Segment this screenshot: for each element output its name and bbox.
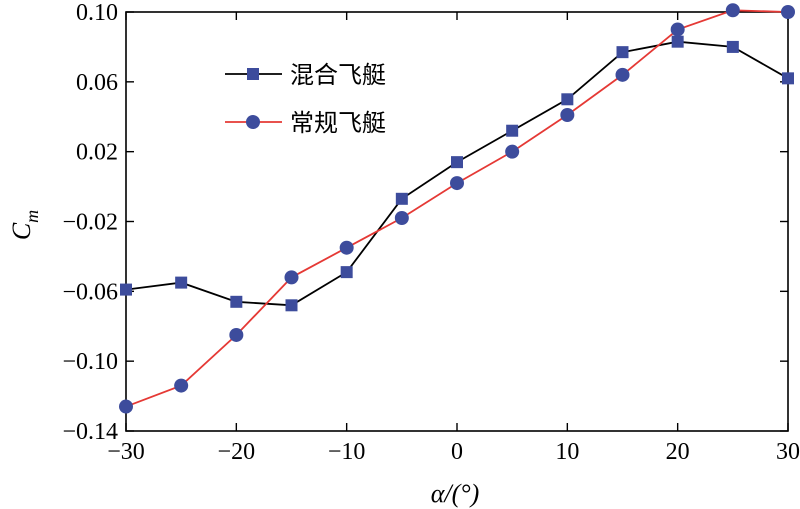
series-1-point [340,266,353,279]
series-1-point [285,299,298,312]
y-tick-label: −0.14 [62,419,118,445]
series-1-point [506,124,519,137]
series-2-point [670,22,685,37]
x-tick-label: −30 [107,439,145,465]
series-2-point [615,67,630,82]
y-axis-title-subscript: m [22,210,42,223]
series-1-point [561,93,574,106]
series-2-point [174,378,189,393]
series-2-point [229,327,244,342]
series-2-point [781,5,795,19]
x-tick-label: 0 [451,439,463,465]
series-2-point [505,144,520,159]
series-line-2 [125,9,789,408]
x-axis-title: α/(°) [431,479,480,508]
series-2-point [725,3,740,18]
series-2-point [284,270,299,285]
x-tick-label: 10 [555,439,579,465]
series-1-point [782,72,794,85]
series-2-point [560,108,575,123]
y-tick-label: −0.10 [62,349,118,375]
series-1-point [616,46,629,59]
series-1-point [230,295,243,308]
series-2-point [339,240,354,255]
series-2-point [119,399,133,414]
legend-marker-1 [247,68,259,80]
series-2-point [394,211,409,226]
series-1-point [671,35,684,48]
legend-marker-2 [246,115,260,129]
series-1-point [395,192,408,205]
series-1-point [451,156,463,169]
y-tick-label: 0.02 [76,140,118,166]
x-tick-label: 20 [666,439,690,465]
y-tick-label: −0.02 [62,210,118,236]
y-tick-label: 0.06 [76,70,118,96]
x-tick-label: −10 [328,439,366,465]
x-tick-label: −20 [218,439,256,465]
y-axis-title: Cm [7,210,42,240]
series-line-1 [125,40,789,307]
legend-label-1: 混合飞艇 [290,61,386,89]
series-1-point [175,276,188,289]
series-1-point [726,40,739,53]
series-1-point [120,283,132,296]
legend-label-2: 常规飞艇 [290,109,386,137]
x-tick-label: 30 [776,439,800,465]
series-2-point [450,176,464,191]
y-tick-label: 0.10 [76,0,118,26]
y-tick-label: −0.06 [62,279,118,305]
